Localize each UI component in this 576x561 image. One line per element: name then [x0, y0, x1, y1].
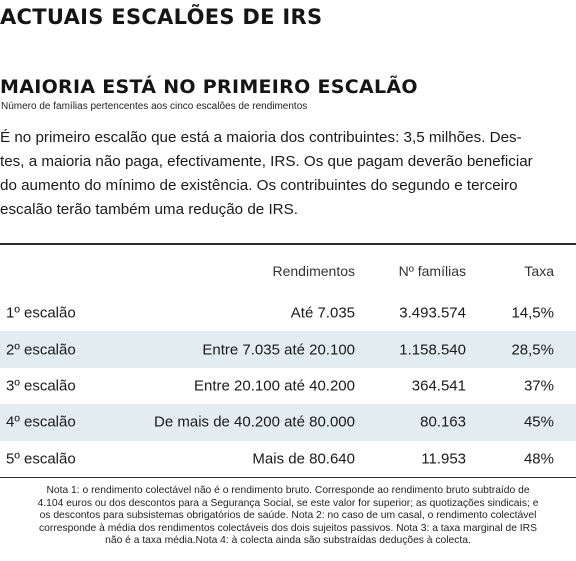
cell-familias: 3.493.574	[399, 304, 466, 322]
cell-escalao: 2º escalão	[6, 341, 76, 359]
intro-line: do aumento do mínimo de existência. Os c…	[0, 177, 518, 194]
cell-taxa: 37%	[523, 377, 554, 395]
cell-familias: 364.541	[411, 377, 466, 395]
intro-line: É no primeiro escalão que está a maioria…	[0, 129, 522, 146]
footnote-line: os descontos para subsistemas obrigatóri…	[39, 510, 537, 522]
intro-line: escalão terão também uma redução de IRS.	[0, 201, 299, 218]
column-header-taxa: Taxa	[524, 263, 554, 279]
cell-rendimentos: Entre 7.035 até 20.100	[202, 341, 355, 359]
cell-rendimentos: Até 7.035	[290, 304, 355, 322]
cell-taxa: 45%	[523, 413, 554, 431]
cell-taxa: 14,5%	[511, 304, 554, 322]
footnotes: Nota 1: o rendimento colectável não é o …	[0, 485, 576, 548]
cell-rendimentos: De mais de 40.200 até 80.000	[154, 413, 355, 431]
cell-taxa: 48%	[523, 450, 554, 468]
table-row: 1º escalão Até 7.035 3.493.574 14,5%	[0, 295, 576, 331]
footnote-line: corresponde à média dos rendimentos cole…	[39, 522, 537, 534]
table-row: 2º escalão Entre 7.035 até 20.100 1.158.…	[0, 331, 576, 368]
table-row: 4º escalão De mais de 40.200 até 80.000 …	[0, 404, 576, 441]
table-bottom-rule	[0, 476, 576, 478]
cell-familias: 1.158.540	[399, 341, 466, 359]
section-subtitle: Número de famílias pertencentes aos cinc…	[1, 101, 308, 112]
column-header-rendimentos: Rendimentos	[272, 263, 356, 279]
footnote-line: Nota 1: o rendimento colectável não é o …	[46, 485, 530, 496]
cell-rendimentos: Mais de 80.640	[252, 450, 355, 468]
cell-escalao: 3º escalão	[6, 377, 76, 395]
column-header-familias: Nº famílias	[398, 263, 466, 279]
cell-familias: 80.163	[420, 413, 466, 431]
cell-escalao: 1º escalão	[6, 304, 76, 322]
table-header-row: Rendimentos Nº famílias Taxa	[0, 245, 576, 295]
table-row: 3º escalão Entre 20.100 até 40.200 364.5…	[0, 368, 576, 404]
table-row: 5º escalão Mais de 80.640 11.953 48%	[0, 441, 576, 477]
page-title: ACTUAIS ESCALÕES DE IRS	[0, 5, 323, 29]
cell-rendimentos: Entre 20.100 até 40.200	[194, 377, 355, 395]
cell-escalao: 4º escalão	[6, 413, 76, 431]
intro-line: tes, a maioria não paga, efectivamente, …	[0, 153, 533, 170]
table-top-rule	[0, 243, 576, 245]
intro-paragraph: É no primeiro escalão que está a maioria…	[0, 126, 576, 222]
section-title: MAIORIA ESTÁ NO PRIMEIRO ESCALÃO	[0, 76, 418, 98]
footnote-line: não é a taxa média.Nota 4: à colecta ain…	[105, 535, 471, 547]
cell-escalao: 5º escalão	[6, 450, 76, 468]
cell-familias: 11.953	[421, 450, 466, 468]
cell-taxa: 28,5%	[511, 341, 554, 359]
footnote-line: 4.104 euros ou dos descontos para a Segu…	[37, 497, 539, 509]
tax-brackets-table: Rendimentos Nº famílias Taxa 1º escalão …	[0, 243, 576, 478]
